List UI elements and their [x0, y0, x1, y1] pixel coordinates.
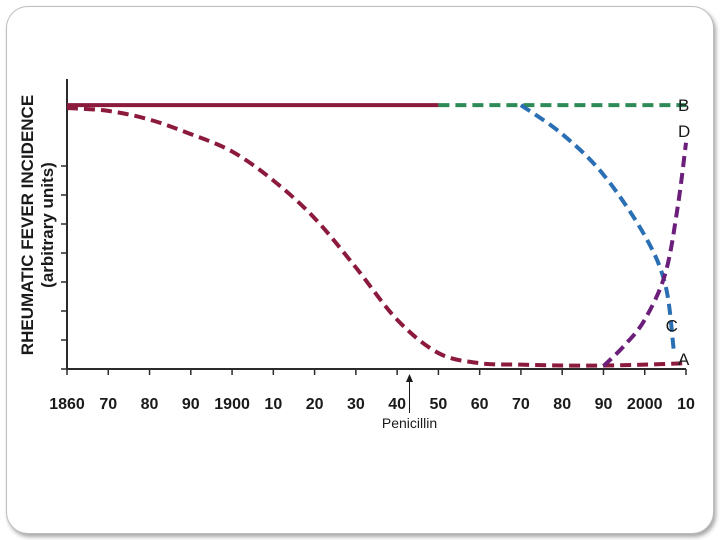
- series-line-c-3: [519, 103, 676, 349]
- x-tick-label: 20: [306, 396, 324, 413]
- y-axis-subtitle: (arbitrary units): [38, 162, 57, 288]
- series-layer: [66, 103, 688, 368]
- series-line-d-4: [602, 142, 688, 368]
- curve-label-a: A: [678, 350, 690, 369]
- x-tick-label: 80: [553, 396, 571, 413]
- x-tick-label: 70: [99, 396, 117, 413]
- x-tick-label: 70: [512, 396, 530, 413]
- x-tick-label: 90: [595, 396, 613, 413]
- penicillin-label: Penicillin: [382, 415, 437, 431]
- penicillin-annotation: Penicillin: [382, 374, 437, 431]
- x-tick-labels: 1860 70 80 90 1900 10 20 30 40 50 60 70 80 90 2000 10: [49, 396, 695, 413]
- curve-label-d: D: [678, 122, 690, 141]
- x-tick-label: 60: [471, 396, 489, 413]
- penicillin-arrow-head: [406, 374, 414, 382]
- x-tick-label: 2000: [627, 396, 663, 413]
- curve-label-b: B: [678, 96, 689, 115]
- curve-label-c: C: [666, 317, 678, 336]
- series-line-a-0: [66, 106, 687, 368]
- axes: [61, 79, 687, 375]
- curve-labels: BD CA: [666, 96, 691, 369]
- x-tick-label: 90: [182, 396, 200, 413]
- x-tick-label: 80: [141, 396, 159, 413]
- x-tick-label: 1900: [214, 396, 250, 413]
- x-tick-label: 10: [677, 396, 695, 413]
- x-tick-label: 30: [347, 396, 365, 413]
- x-tick-label: 1860: [49, 396, 85, 413]
- x-tick-label: 40: [388, 396, 406, 413]
- y-axis-title: RHEUMATIC FEVER INCIDENCE: [18, 95, 37, 355]
- x-tick-label: 10: [264, 396, 282, 413]
- x-tick-label: 50: [430, 396, 448, 413]
